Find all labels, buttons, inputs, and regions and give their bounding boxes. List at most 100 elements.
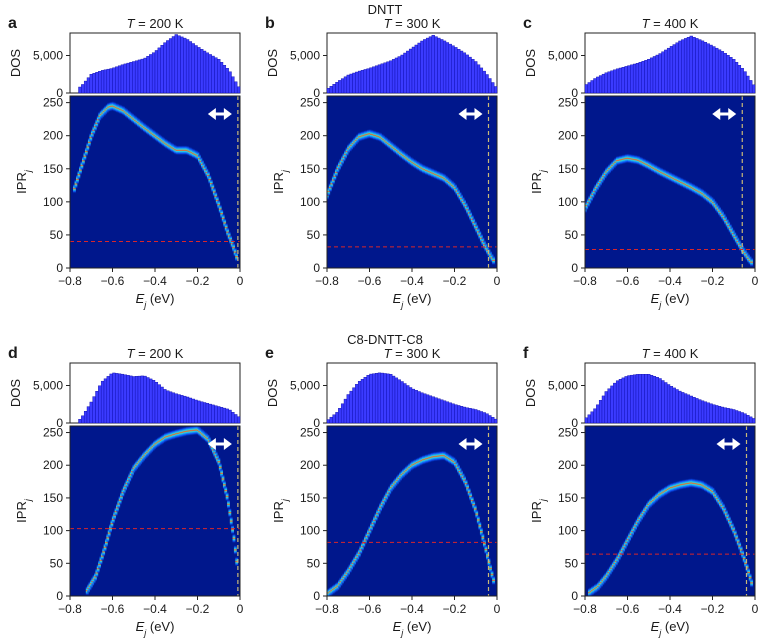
ipr-band-segment — [421, 454, 425, 465]
dos-bar — [92, 73, 96, 94]
ipr-tick-label: 0 — [313, 261, 320, 275]
ipr-band-segment — [457, 188, 460, 199]
ipr-band-segment — [672, 173, 676, 184]
dos-bar — [621, 377, 625, 424]
dos-bar — [137, 59, 142, 94]
dos-bar — [596, 76, 600, 94]
ipr-band-segment — [347, 565, 350, 576]
ipr-label-sub: j — [23, 169, 33, 173]
ipr-band-segment — [409, 156, 413, 167]
dos-bar — [95, 391, 99, 424]
ipr-band-segment — [80, 160, 84, 171]
ipr-band-segment — [333, 583, 337, 594]
ipr-band-segment — [612, 158, 616, 169]
ipr-band-segment — [601, 575, 605, 586]
ipr-band-segment — [86, 141, 90, 152]
dos-bar — [618, 379, 623, 424]
ipr-band-segment — [482, 538, 486, 549]
x-axis-label: Ej (eV) — [651, 291, 690, 310]
ipr-band-segment — [693, 184, 697, 195]
temperature-title: T = 300 K — [384, 346, 441, 361]
ipr-band-segment — [148, 127, 152, 138]
dos-bar — [601, 73, 606, 94]
dos-bar — [746, 415, 750, 424]
dos-bar — [89, 401, 93, 424]
ipr-band-segment — [682, 178, 686, 189]
x-tick-label: −0.6 — [101, 602, 125, 616]
dos-bar — [666, 47, 671, 94]
dos-bar — [397, 56, 401, 94]
ipr-band-segment — [328, 586, 332, 596]
dos-bar — [383, 373, 387, 424]
dos-bar — [151, 380, 156, 424]
dos-bar — [149, 54, 153, 94]
dos-bar — [420, 392, 424, 424]
dos-bar — [451, 45, 455, 94]
ipr-band-segment — [675, 480, 679, 491]
ipr-band-segment — [591, 189, 595, 200]
dos-bar — [106, 68, 110, 94]
ipr-band-segment — [420, 163, 424, 174]
dos-bar — [380, 63, 384, 94]
x-tick-label: 0 — [237, 602, 244, 616]
ipr-band-segment — [339, 157, 343, 168]
dos-bar — [403, 52, 407, 94]
ipr-band-segment — [217, 456, 221, 467]
ipr-band-segment — [153, 130, 157, 141]
ipr-band-segment — [739, 545, 743, 556]
ipr-band-segment — [344, 149, 347, 160]
ipr-band-segment — [193, 149, 197, 160]
dos-bar — [737, 65, 742, 94]
ipr-band-segment — [334, 582, 338, 593]
ipr-band-segment — [379, 132, 383, 143]
temperature-value: 300 K — [406, 16, 440, 31]
ipr-band-segment — [702, 481, 706, 492]
temperature-symbol: T — [127, 16, 136, 31]
ipr-band-segment — [684, 179, 688, 190]
dos-bar — [211, 55, 215, 94]
dos-bar — [598, 75, 603, 94]
dos-bar — [627, 375, 631, 424]
dos-bar — [366, 375, 370, 424]
dos-tick-label: 5,000 — [33, 379, 63, 393]
ipr-tick-label: 50 — [565, 228, 579, 242]
dos-bar — [440, 39, 444, 94]
ipr-band-segment — [647, 160, 651, 171]
ipr-band-segment — [681, 178, 685, 189]
ipr-band-segment — [125, 108, 128, 119]
ipr-band-segment — [399, 148, 402, 159]
dos-bar — [596, 404, 600, 424]
ipr-band-segment — [489, 563, 492, 574]
ipr-band-segment — [388, 139, 392, 150]
ipr-band-segment — [702, 189, 706, 200]
dos-bar — [476, 410, 481, 424]
dos-bar — [462, 406, 467, 424]
temperature-title: T = 200 K — [127, 16, 184, 31]
ipr-band-segment — [418, 456, 422, 467]
ipr-band-segment — [414, 458, 418, 469]
dos-bar — [137, 375, 142, 424]
ipr-band-segment — [723, 505, 727, 516]
dos-bar — [604, 72, 608, 94]
x-tick-label: −0.6 — [358, 602, 382, 616]
x-tick-label: −0.2 — [701, 602, 725, 616]
ipr-band-segment — [368, 525, 372, 536]
dos-bar — [414, 44, 418, 94]
dos-bar — [445, 42, 450, 94]
ipr-band-segment — [406, 464, 410, 475]
ipr-band — [327, 128, 495, 266]
ipr-band-segment — [670, 172, 674, 183]
dos-bar — [343, 76, 348, 94]
ipr-band-segment — [428, 166, 431, 177]
x-tick-label: 0 — [237, 274, 244, 288]
ipr-band-segment — [415, 457, 419, 468]
ipr-band-segment — [391, 480, 395, 491]
ipr-band-segment — [729, 518, 733, 529]
ipr-band-segment — [460, 469, 463, 480]
ipr-band-segment — [141, 121, 145, 132]
dos-bar — [391, 59, 396, 94]
ipr-band-segment — [107, 102, 111, 113]
